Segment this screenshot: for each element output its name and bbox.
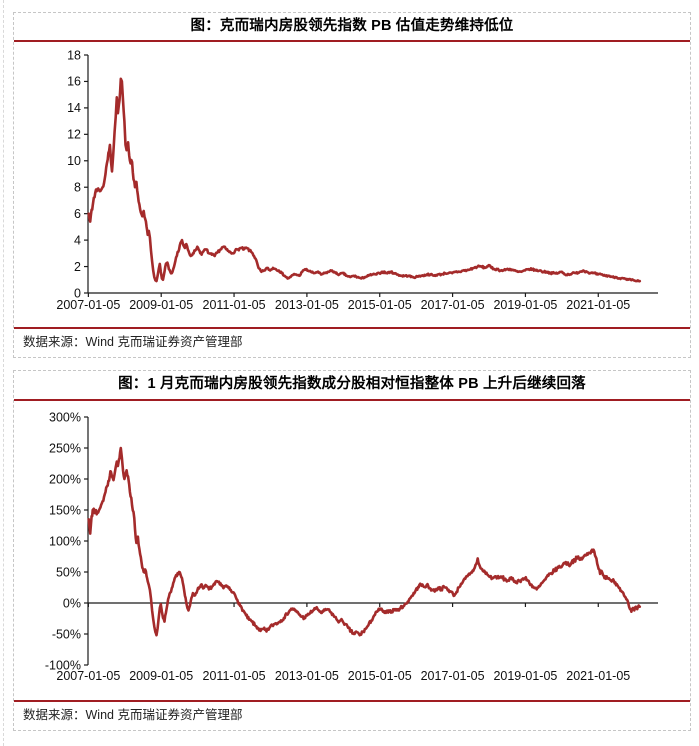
y-tick-label: 100%	[49, 534, 81, 548]
figure2-title: 图：1 月克而瑞内房股领先指数成分股相对恒指整体 PB 上升后继续回落	[118, 376, 586, 392]
y-tick-label: 16	[67, 75, 81, 89]
figure1-title-divider	[14, 40, 690, 42]
figure2-title-divider	[14, 399, 690, 401]
figure1-source: 数据来源：Wind 克而瑞证券资产管理部	[23, 335, 243, 349]
x-tick-label: 2017-01-05	[421, 669, 485, 683]
figure1-panel: 图：克而瑞内房股领先指数 PB 估值走势维持低位 数据来源：Wind 克而瑞证券…	[13, 12, 691, 358]
y-tick-label: 4	[74, 233, 81, 247]
figure2-source: 数据来源：Wind 克而瑞证券资产管理部	[23, 708, 243, 722]
y-tick-label: 8	[74, 181, 81, 195]
x-tick-label: 2009-01-05	[129, 298, 193, 312]
data-series-line	[87, 77, 642, 283]
y-tick-label: 18	[67, 48, 81, 62]
x-tick-label: 2019-01-05	[493, 298, 557, 312]
x-tick-label: 2013-01-05	[275, 669, 339, 683]
figure1-title: 图：克而瑞内房股领先指数 PB 估值走势维持低位	[190, 18, 514, 34]
page-margin-guide	[3, 0, 4, 746]
relative-pb-line-chart: -100% -50% 0% 50% 100% 150% 200% 250% 300% 2007-0…	[45, 410, 658, 683]
y-tick-label: 300%	[49, 410, 81, 424]
x-tick-label: 2021-01-05	[566, 298, 630, 312]
pb-valuation-line-chart: 0 2 4 6 8 10 12 14 16 18 2007-01-05 2009-01-05 2011-…	[56, 48, 658, 312]
figure2-source-divider	[14, 700, 690, 702]
figure1-source-divider	[14, 327, 690, 329]
x-tick-label: 2011-01-05	[203, 669, 266, 683]
x-tick-label: 2013-01-05	[275, 298, 339, 312]
x-tick-label: 2011-01-05	[203, 298, 266, 312]
x-tick-label: 2019-01-05	[493, 669, 557, 683]
x-tick-label: 2015-01-05	[348, 669, 412, 683]
y-tick-label: 150%	[49, 503, 81, 517]
x-tick-label: 2007-01-05	[56, 298, 120, 312]
x-tick-label: 2015-01-05	[348, 298, 412, 312]
y-tick-label: 10	[67, 154, 81, 168]
y-tick-label: 6	[74, 207, 81, 221]
y-tick-label: 2	[74, 260, 81, 274]
y-tick-label: 0	[74, 286, 81, 300]
y-tick-label: 14	[67, 101, 81, 115]
y-tick-label: -50%	[52, 627, 81, 641]
y-tick-label: 12	[67, 128, 81, 142]
y-tick-label: 50%	[56, 565, 81, 579]
y-tick-label: -100%	[45, 658, 81, 672]
x-tick-label: 2007-01-05	[56, 669, 120, 683]
x-tick-label: 2021-01-05	[566, 669, 630, 683]
x-tick-label: 2009-01-05	[129, 669, 193, 683]
x-tick-label: 2017-01-05	[421, 298, 485, 312]
y-tick-label: 0%	[63, 596, 81, 610]
y-tick-label: 250%	[49, 441, 81, 455]
figure2-panel: 图：1 月克而瑞内房股领先指数成分股相对恒指整体 PB 上升后继续回落 数据来源…	[13, 370, 691, 731]
y-tick-label: 200%	[49, 472, 81, 486]
data-series-line	[87, 446, 642, 637]
